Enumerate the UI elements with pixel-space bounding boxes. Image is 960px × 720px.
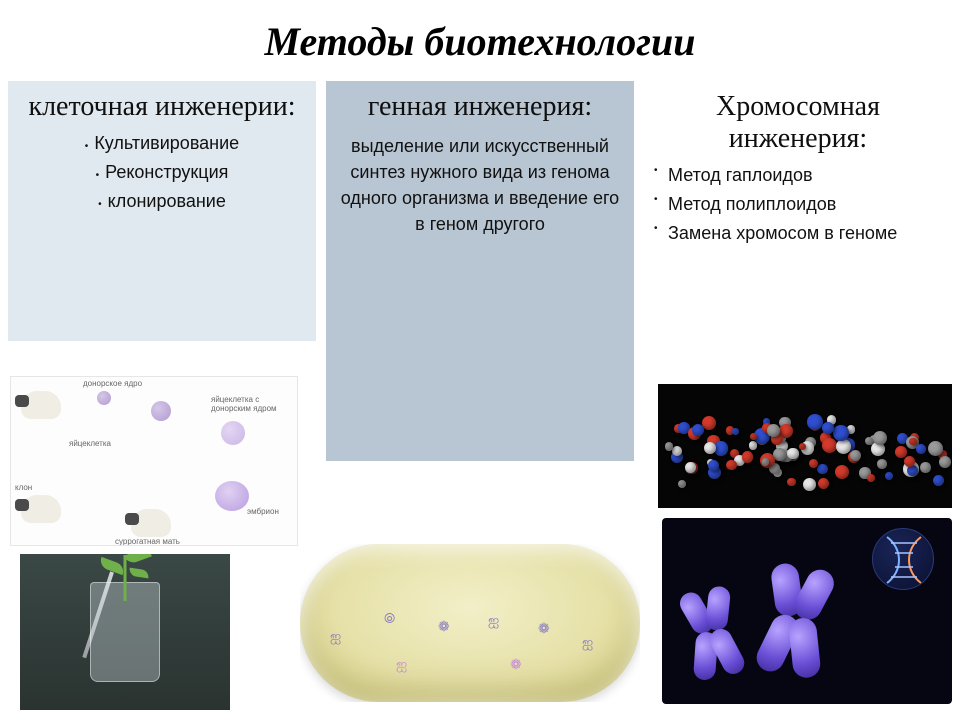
image-area: донорское ядро яйцеклетка яйцеклетка с д… (0, 376, 960, 716)
bullet: Метод гаплоидов (654, 165, 942, 186)
card-title-gene: генная инженерия: (336, 91, 624, 123)
card-cell-engineering: клеточная инженерии: Культивирование Рек… (8, 81, 316, 341)
bullets-chrom: Метод гаплоидов Метод полиплоидов Замена… (654, 165, 942, 244)
cloning-label: яйцеклетка с донорским ядром (211, 395, 295, 413)
bullets-cell: Культивирование Реконструкция клонирован… (18, 133, 306, 212)
card-chromosome-engineering: Хромосомная инженерия: Метод гаплоидов М… (644, 81, 952, 341)
molecule-3d (658, 384, 952, 508)
chromosome-dna (662, 518, 952, 704)
card-title-chrom: Хромосомная инженерия: (654, 91, 942, 155)
cloning-label: эмбрион (247, 507, 279, 516)
bullet: выделение или искусственный синтез нужно… (336, 133, 624, 237)
bullet: Метод полиплоидов (654, 194, 942, 215)
bullet: Реконструкция (18, 162, 306, 183)
bullet: Замена хромосом в геноме (654, 223, 942, 244)
card-title-cell: клеточная инженерии: (18, 91, 306, 123)
page-title: Методы биотехнологии (0, 0, 960, 65)
cloning-diagram: донорское ядро яйцеклетка яйцеклетка с д… (10, 376, 298, 546)
cloning-label: донорское ядро (83, 379, 142, 388)
cloning-label: суррогатная мать (115, 537, 180, 546)
bullets-gene: выделение или искусственный синтез нужно… (336, 133, 624, 237)
dna-helix-icon (873, 529, 934, 590)
bullet: Культивирование (18, 133, 306, 154)
cloning-label: яйцеклетка (69, 439, 111, 448)
cloning-label: клон (15, 483, 32, 492)
bullet: клонирование (18, 191, 306, 212)
bacterium-illustration: ஐ ⦾ ❁ ஐ ❁ ஐ ஐ ❁ (300, 544, 640, 702)
plant-pipette-photo (20, 554, 230, 710)
